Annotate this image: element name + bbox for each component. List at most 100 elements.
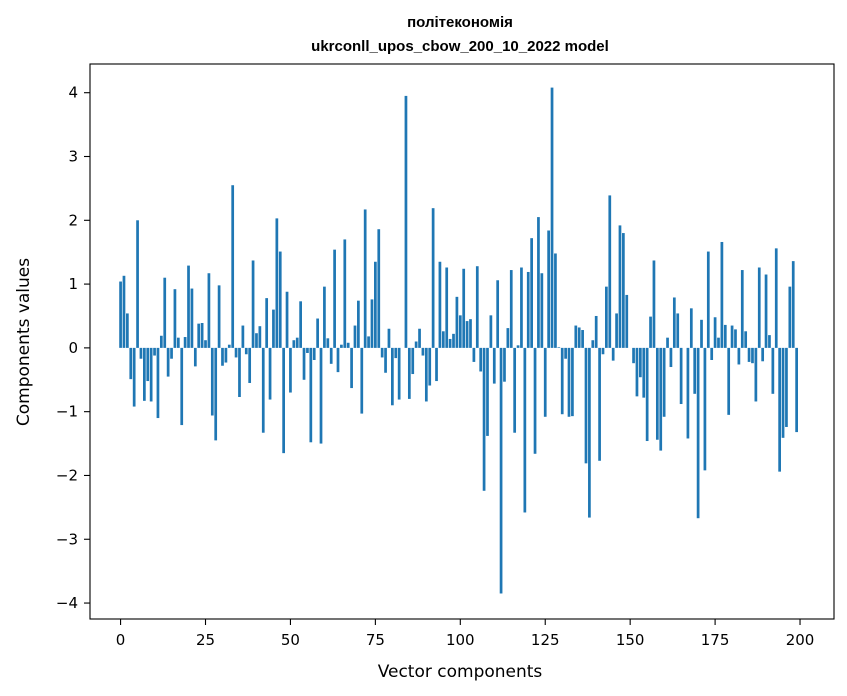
bar — [693, 347, 697, 394]
bar — [210, 347, 214, 416]
bar — [533, 347, 537, 454]
bar — [357, 300, 360, 348]
bar — [258, 326, 262, 348]
bar — [367, 336, 370, 348]
bar — [492, 347, 496, 384]
bar — [537, 217, 540, 348]
x-tick-label: 25 — [196, 631, 215, 649]
bar — [394, 347, 398, 359]
bar — [757, 267, 761, 348]
bar — [482, 347, 486, 491]
bar — [326, 338, 330, 348]
bar — [387, 328, 391, 348]
bar — [557, 347, 561, 348]
bar — [180, 347, 184, 426]
bar — [639, 347, 642, 378]
x-tick-label: 100 — [446, 631, 475, 649]
bar — [584, 347, 588, 464]
bar — [486, 347, 489, 436]
bar — [611, 347, 615, 361]
y-tick-label: 2 — [68, 211, 78, 229]
bar — [132, 347, 136, 407]
y-tick-label: −1 — [56, 403, 78, 421]
bar — [635, 347, 639, 397]
bar — [193, 347, 197, 367]
bar — [686, 347, 690, 439]
bar — [173, 289, 177, 348]
bar — [319, 347, 323, 444]
bar — [445, 267, 449, 348]
y-tick-label: 0 — [68, 339, 78, 357]
bar — [278, 251, 282, 348]
bar — [594, 315, 598, 348]
bar — [143, 347, 146, 401]
bar — [645, 347, 649, 442]
bar — [462, 268, 466, 348]
bar — [577, 327, 581, 348]
bar — [581, 330, 584, 348]
bar — [452, 333, 455, 348]
bar — [285, 291, 289, 348]
bar — [469, 319, 472, 348]
bar — [605, 286, 608, 348]
bar — [737, 347, 741, 365]
bar — [543, 347, 547, 417]
x-tick-label: 50 — [281, 631, 300, 649]
bar — [652, 260, 656, 348]
bar — [571, 347, 574, 417]
bar — [642, 347, 646, 398]
bar — [238, 347, 241, 397]
bar — [146, 347, 150, 382]
bar — [302, 347, 306, 380]
y-tick-label: 3 — [68, 148, 78, 166]
bar — [261, 347, 265, 433]
bar — [340, 344, 343, 348]
bar — [771, 347, 775, 394]
bar — [244, 347, 248, 355]
bar — [374, 261, 377, 348]
bar — [292, 340, 296, 348]
bar — [411, 347, 415, 375]
bar — [788, 286, 792, 348]
bar — [448, 338, 452, 348]
bar — [129, 347, 133, 380]
bar — [625, 294, 629, 348]
bar — [299, 301, 302, 348]
bar — [506, 328, 510, 348]
bar — [479, 347, 483, 372]
bar — [713, 317, 717, 348]
bar — [496, 280, 500, 348]
y-axis-ticks: −4 −3 −2 −1 0 1 2 3 4 — [56, 84, 90, 612]
bar — [458, 315, 462, 348]
bar — [221, 347, 224, 366]
bar — [438, 261, 442, 348]
bar — [547, 230, 550, 348]
bar — [156, 347, 160, 419]
bar — [513, 347, 517, 433]
bar — [516, 345, 520, 348]
bar — [676, 313, 680, 348]
bar — [397, 347, 401, 400]
bar — [455, 296, 459, 348]
bar — [730, 325, 734, 348]
bar — [689, 308, 693, 348]
bar — [207, 273, 211, 348]
bar — [622, 233, 625, 348]
bar — [407, 347, 411, 399]
x-axis-ticks: 0 25 50 75 100 125 150 175 200 — [116, 619, 815, 649]
bar — [404, 95, 408, 348]
chart-title: політекономія — [407, 14, 513, 31]
x-tick-label: 200 — [786, 631, 815, 649]
bar — [380, 347, 384, 358]
bar — [710, 347, 714, 360]
bar — [560, 347, 564, 415]
x-tick-label: 75 — [366, 631, 385, 649]
bar — [696, 347, 700, 519]
bar — [520, 267, 523, 348]
bar — [316, 318, 319, 348]
y-axis-label: Components values — [14, 258, 34, 426]
bar — [706, 251, 710, 348]
bar — [550, 87, 554, 348]
x-axis-label: Vector components — [378, 662, 543, 682]
